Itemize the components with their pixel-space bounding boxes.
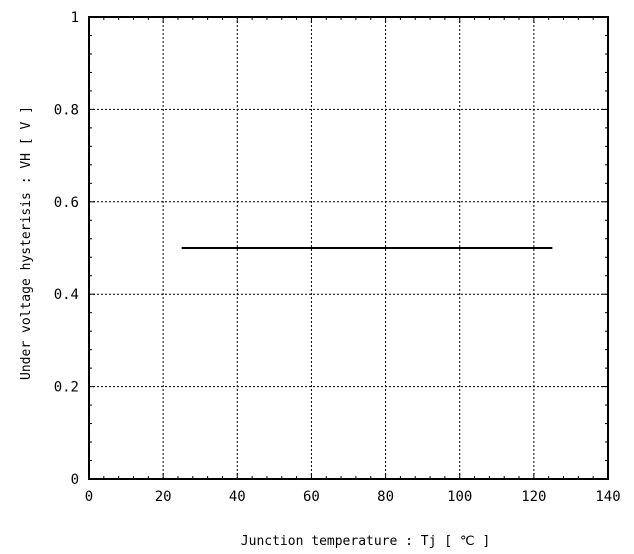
y-tick-label: 0.8 xyxy=(54,102,79,118)
plot-frame xyxy=(88,16,609,480)
x-tick-label: 80 xyxy=(377,489,394,505)
y-tick-label: 0 xyxy=(71,472,79,488)
x-tick-label: 100 xyxy=(447,489,472,505)
y-axis-title: Under voltage hysterisis : VH [ V ] xyxy=(19,106,34,380)
y-tick-label: 1 xyxy=(71,10,79,26)
x-axis-title: Junction temperature : Tj [ ℃ ] xyxy=(241,534,490,549)
x-tick-label: 140 xyxy=(595,489,620,505)
x-tick-label: 40 xyxy=(229,489,246,505)
x-tick-labels: 0 20 40 60 80 100 120 140 xyxy=(85,489,621,505)
x-tick-label: 60 xyxy=(303,489,320,505)
y-tick-label: 0.2 xyxy=(54,380,79,396)
x-tick-label: 120 xyxy=(521,489,546,505)
grid-lines xyxy=(89,17,608,479)
y-tick-label: 0.6 xyxy=(54,195,79,211)
y-tick-labels: 0 0.2 0.4 0.6 0.8 1 xyxy=(54,10,79,488)
y-tick-label: 0.4 xyxy=(54,287,79,303)
x-tick-label: 0 xyxy=(85,489,93,505)
x-tick-label: 20 xyxy=(155,489,172,505)
